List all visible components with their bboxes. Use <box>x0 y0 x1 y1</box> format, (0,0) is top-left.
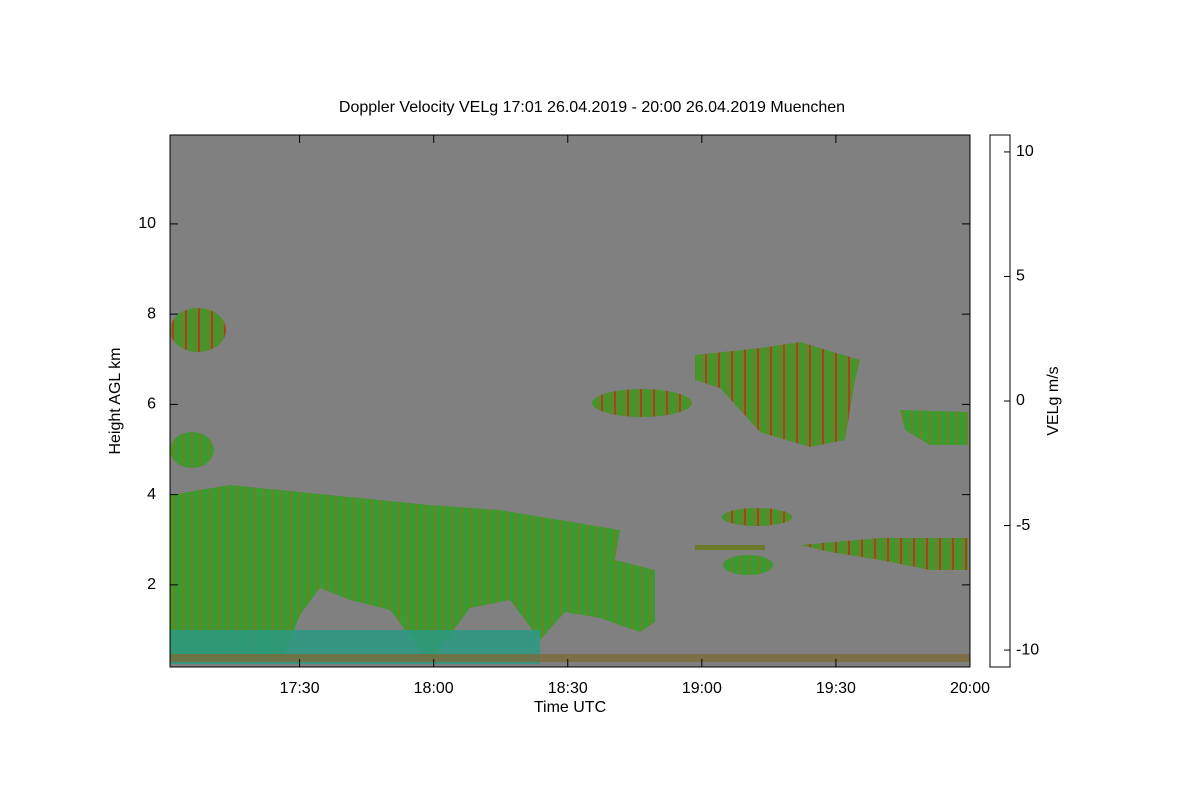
colorbar-tick-label: 5 <box>1016 268 1025 285</box>
echo-region <box>695 342 860 447</box>
echo-region <box>900 410 968 445</box>
plot-frame <box>169 134 971 668</box>
y-tick-label: 8 <box>147 305 156 322</box>
echo-region <box>170 654 970 662</box>
echo-region <box>800 538 968 570</box>
y-tick-label: 6 <box>147 396 156 413</box>
echoes <box>170 308 970 664</box>
colorbar-tick-label: -5 <box>1016 517 1030 534</box>
echo-region <box>170 432 214 468</box>
x-tick-label: 19:30 <box>816 680 856 697</box>
echo-region <box>170 485 655 662</box>
colorbar-tick-label: -10 <box>1016 641 1039 658</box>
x-axis-label: Time UTC <box>534 699 606 716</box>
x-tick-label: 17:30 <box>280 680 320 697</box>
echo-region <box>592 389 692 417</box>
colorbar-tick-label: 0 <box>1016 392 1025 409</box>
x-tick-label: 19:00 <box>682 680 722 697</box>
echo-region <box>722 508 792 526</box>
x-tick-label: 18:30 <box>548 680 588 697</box>
y-tick-label: 4 <box>147 486 156 503</box>
chart-title: Doppler Velocity VELg 17:01 26.04.2019 -… <box>339 99 845 116</box>
y-axis-label: Height AGL km <box>107 347 124 454</box>
x-tick-label: 18:00 <box>414 680 454 697</box>
echo-region <box>723 555 773 575</box>
x-tick-label: 20:00 <box>950 680 990 697</box>
y-tick-label: 2 <box>147 576 156 593</box>
echo-region <box>695 545 765 550</box>
colorbar-tick-label: 10 <box>1016 143 1034 160</box>
y-tick-label: 10 <box>138 215 156 232</box>
echo-region <box>170 308 226 352</box>
colorbar-label: VELg m/s <box>1045 366 1062 435</box>
